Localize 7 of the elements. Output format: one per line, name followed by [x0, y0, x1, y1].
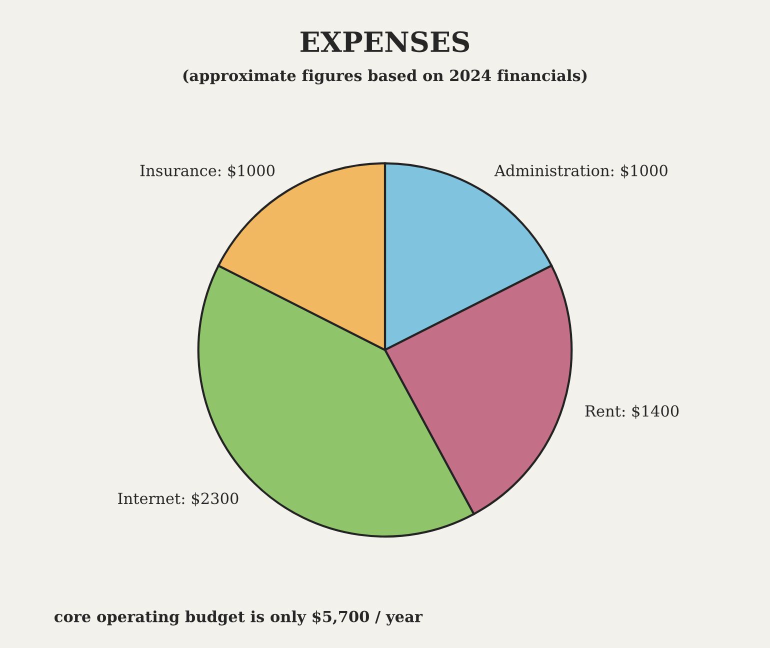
slice-label: Administration: $1000: [494, 164, 668, 178]
text: core operating budget is only $5,700 / year: [54, 610, 423, 626]
chart-subtitle: (approximate figures based on 2024 financials): [183, 69, 587, 84]
chart-title: EXPENSES: [300, 31, 470, 52]
slice-label: Insurance: $1000: [140, 164, 275, 178]
slice-label: Internet: $2300: [118, 492, 238, 506]
slice-label: Rent: $1400: [585, 404, 679, 419]
